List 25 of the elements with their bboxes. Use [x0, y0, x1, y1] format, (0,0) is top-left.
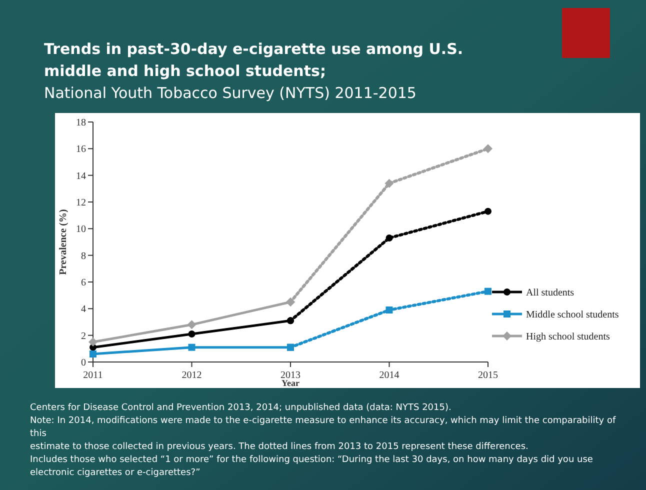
x-tick-label: 2011	[83, 370, 103, 381]
x-tick-label: 2015	[478, 370, 498, 381]
chart-subtitle: National Youth Tobacco Survey (NYTS) 2011-2015	[44, 84, 416, 102]
x-axis-title: Year	[282, 378, 300, 388]
x-tick-label: 2014	[379, 370, 400, 381]
y-tick-label: 12	[76, 198, 86, 208]
y-axis-title: Prevalence (%)	[58, 209, 69, 275]
y-tick-label: 16	[76, 144, 86, 156]
y-tick-label: 2	[81, 330, 86, 342]
chart-title: Trends in past-30-day e-cigarette use among U.S. middle and high school students;	[44, 40, 464, 80]
text: Centers for Disease Control and Prevention 2013, 2014; unpublished data (data: NYTS 2015).	[30, 403, 452, 413]
y-tick-label: 14	[76, 170, 86, 182]
y-tick-label: 0	[81, 358, 86, 368]
legend-label: Middle school students	[526, 310, 619, 320]
y-tick-label: 18	[76, 118, 86, 128]
legend-label: All students	[526, 288, 574, 298]
x-tick-label: 2013	[280, 370, 300, 381]
y-tick-label: 6	[81, 278, 86, 288]
y-tick-label: 4	[81, 304, 86, 316]
y-tick-label: 8	[81, 250, 86, 262]
text: estimate to those collected in previous years. The dotted lines from 2013 to 2015 represent these differences.	[30, 442, 528, 452]
legend-label: High school students	[526, 332, 610, 342]
y-tick-label: 10	[76, 224, 86, 236]
text: Includes those who selected “1 or more” for the following question: “During the last 30 days, on how many days did you use electronic cigarettes or e-cigarettes?”	[30, 455, 594, 478]
x-tick-label: 2012	[182, 370, 202, 381]
